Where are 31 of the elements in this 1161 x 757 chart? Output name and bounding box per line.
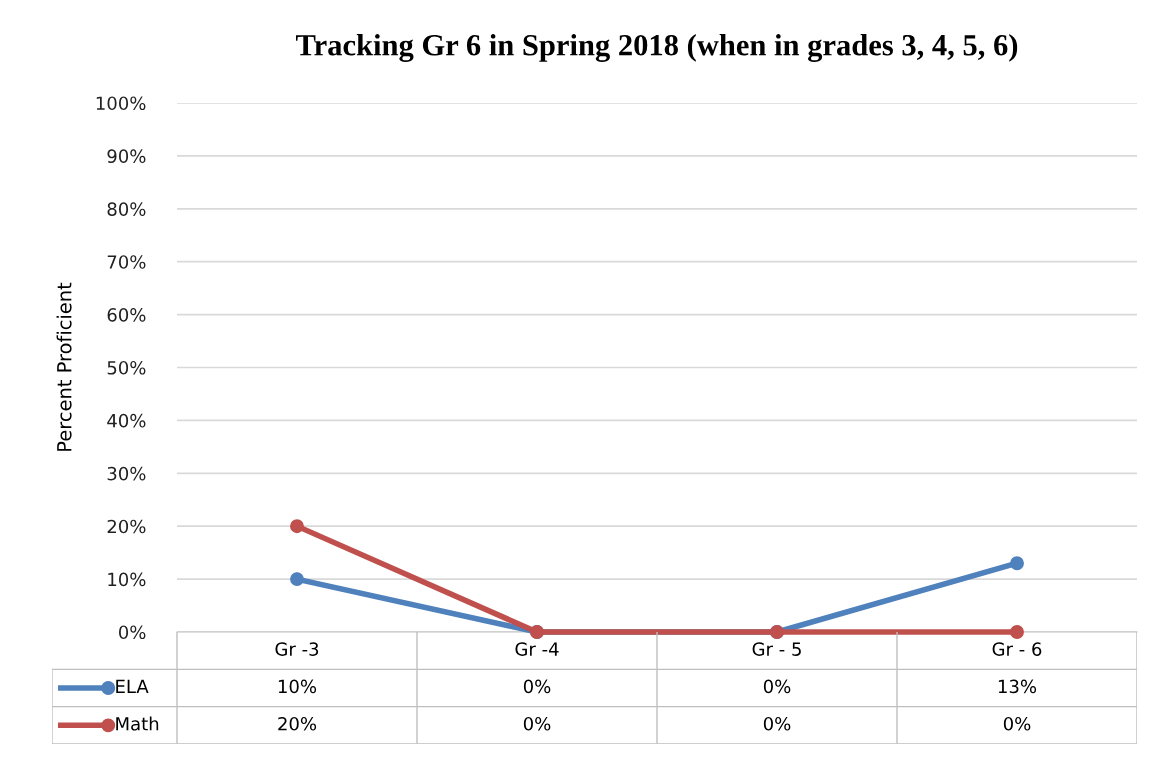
point [1010, 625, 1024, 639]
y-tick-label: 70% [107, 255, 146, 269]
y-tick-label: 0% [118, 625, 146, 640]
x-tick-label: Gr -3 [275, 642, 319, 656]
x-tick-label: Gr -4 [515, 642, 559, 656]
point [290, 572, 304, 587]
y-tick-label: 20% [107, 519, 146, 534]
y-tick-label: 30% [107, 466, 146, 481]
chart-title: Tracking Gr 6 in Spring 2018 (when in grades 3, 4, 5, 6) [296, 34, 1018, 62]
y-tick-label: 80% [107, 202, 146, 216]
legend-label: ELA [116, 679, 149, 693]
y-tick-label: 50% [107, 360, 146, 375]
data-label: 0% [763, 716, 791, 731]
x-tick-label: Gr - 6 [992, 642, 1042, 656]
data-label: 0% [763, 679, 791, 694]
data-label: 0% [523, 679, 551, 694]
y-axis-title: Percent Proficient [56, 282, 72, 451]
y-tick-label: 90% [107, 149, 146, 164]
y-tick-label: 100% [96, 96, 146, 111]
y-tick-label: 10% [108, 572, 146, 587]
data-label: 0% [1003, 716, 1031, 731]
y-tick-label: 60% [107, 308, 146, 322]
point [1010, 556, 1024, 571]
x-tick-label: Gr - 5 [752, 642, 801, 656]
legend-label: Math [116, 716, 159, 731]
data-label: 20% [278, 716, 317, 731]
point [290, 519, 304, 534]
data-label: 0% [523, 716, 551, 731]
y-tick-label: 40% [107, 413, 146, 428]
data-label: 10% [278, 679, 317, 694]
data-label: 13% [998, 679, 1037, 694]
